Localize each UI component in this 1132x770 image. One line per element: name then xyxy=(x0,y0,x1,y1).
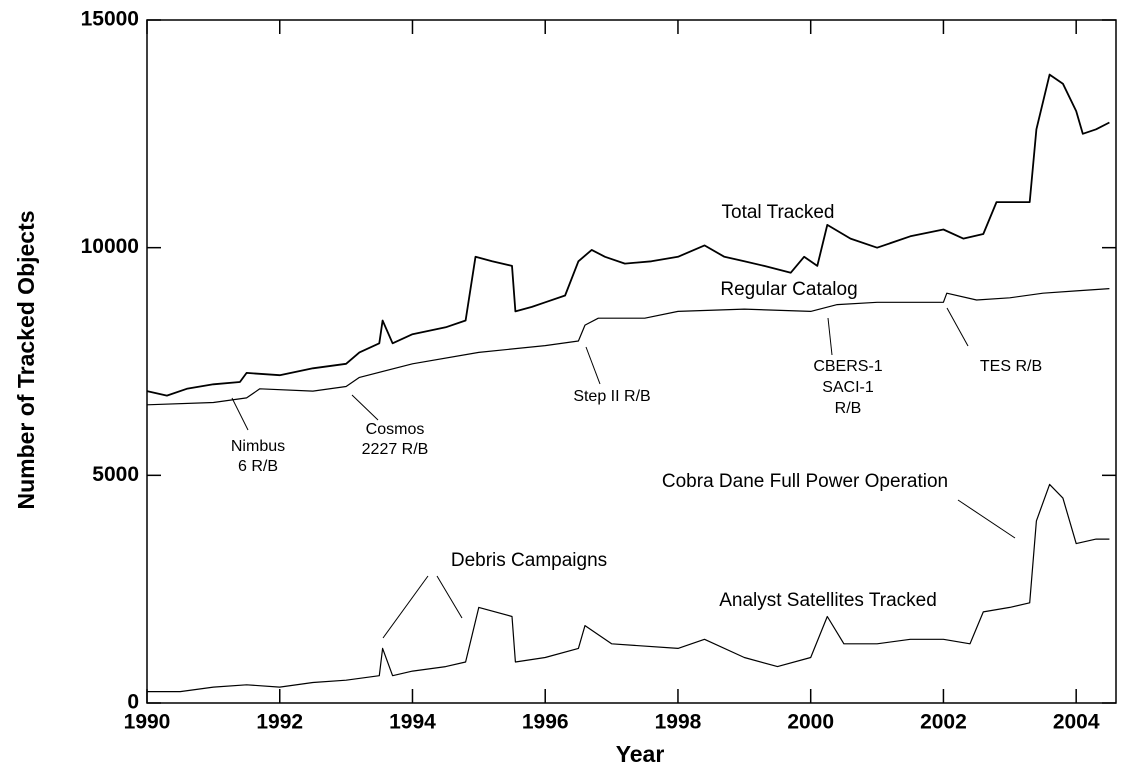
y-tick-label: 10000 xyxy=(81,235,139,258)
leader-line xyxy=(585,346,601,385)
annotation: TES R/B xyxy=(980,358,1042,375)
x-tick-label: 2000 xyxy=(787,711,834,734)
annotation: Cosmos xyxy=(366,421,425,438)
leader-line xyxy=(436,575,463,619)
x-tick-label: 1990 xyxy=(124,711,171,734)
leader-line xyxy=(827,317,833,356)
y-tick-label: 0 xyxy=(127,691,139,714)
annotation: CBERS-1 xyxy=(813,358,882,375)
x-tick-label: 2004 xyxy=(1053,711,1100,734)
series-line xyxy=(146,288,1110,406)
x-tick-label: 1996 xyxy=(522,711,569,734)
x-tick-label: 1992 xyxy=(256,711,303,734)
series-line xyxy=(147,483,1110,693)
annotation: 6 R/B xyxy=(238,458,278,475)
y-tick-label: 15000 xyxy=(81,8,139,31)
series-line xyxy=(146,73,1110,397)
leader-line xyxy=(231,397,249,431)
y-axis-title: Number of Tracked Objects xyxy=(13,210,39,509)
x-tick-label: 1994 xyxy=(389,711,436,734)
annotation: SACI-1 xyxy=(822,379,874,396)
x-tick-label: 2002 xyxy=(920,711,967,734)
leader-line xyxy=(382,575,429,639)
plot-frame xyxy=(146,19,1117,704)
series-label: Analyst Satellites Tracked xyxy=(719,590,937,611)
x-tick-label: 1998 xyxy=(655,711,702,734)
y-tick-label: 5000 xyxy=(92,463,139,486)
leader-line xyxy=(957,499,1016,539)
series-label: Regular Catalog xyxy=(720,279,857,300)
leader-line xyxy=(946,307,969,347)
leader-line xyxy=(351,394,379,421)
x-axis-title: Year xyxy=(616,741,665,767)
annotation: Step II R/B xyxy=(573,388,650,405)
annotation: Cobra Dane Full Power Operation xyxy=(662,471,948,492)
series-label: Total Tracked xyxy=(722,202,835,223)
annotation: Nimbus xyxy=(231,438,285,455)
annotation: Debris Campaigns xyxy=(451,550,607,571)
annotation: 2227 R/B xyxy=(362,441,429,458)
annotation: R/B xyxy=(835,400,862,417)
